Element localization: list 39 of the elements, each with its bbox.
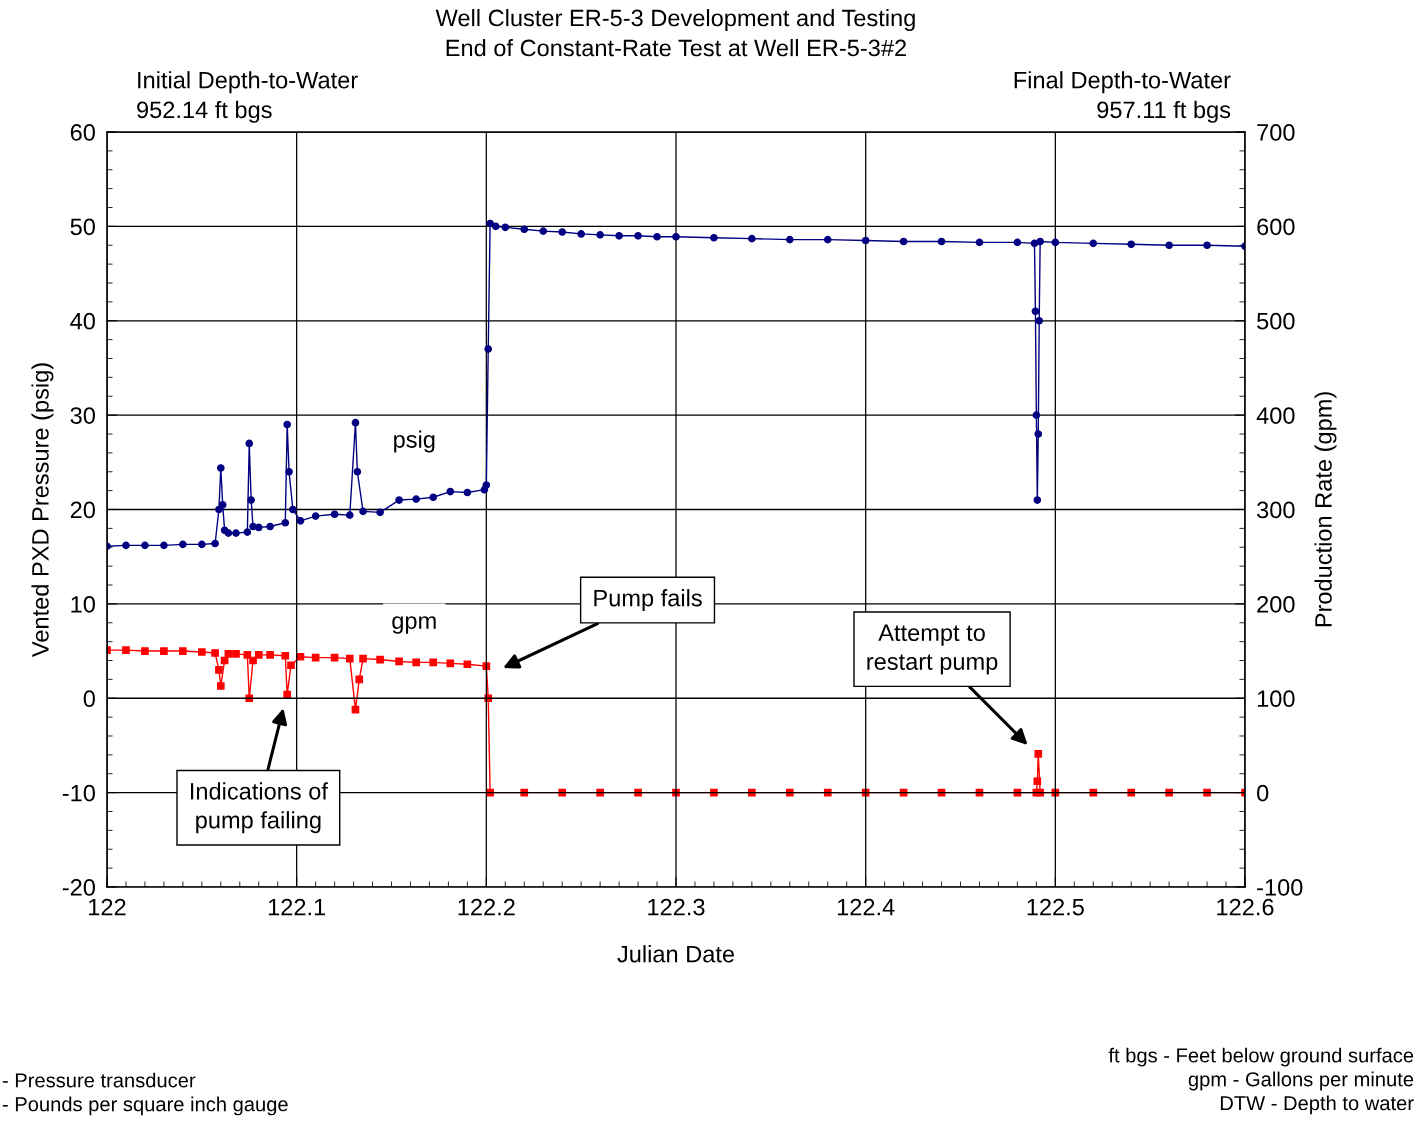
y-tick-label: 20 xyxy=(70,501,95,519)
y2-axis-title: Production Rate (gpm) xyxy=(1314,392,1337,627)
x-tick-label: 122.4 xyxy=(837,898,895,916)
text: - Pressure transducer - Pounds per square inch gauge xyxy=(2,1072,288,1116)
annotation: Indications of pump failing xyxy=(190,782,328,834)
x-tick-label: 122.5 xyxy=(1027,898,1084,916)
y2-tick-label: 600 xyxy=(1257,218,1295,236)
x-tick-label: 122 xyxy=(89,898,126,916)
chart-title: Well Cluster ER-5-3 Development and Testing xyxy=(435,9,915,32)
text: Initial Depth-to-Water 952.14 ft bgs xyxy=(137,71,358,123)
y2-tick-label: -100 xyxy=(1257,879,1303,896)
y-tick-label: 30 xyxy=(70,407,95,424)
x-tick-label: 122.2 xyxy=(458,898,515,916)
y-axis-title: Vented PXD Pressure (psig) xyxy=(31,363,54,658)
y-tick-label: 40 xyxy=(70,312,95,330)
y-tick-label: 10 xyxy=(71,595,95,613)
series-label: psig xyxy=(394,430,435,453)
x-tick-label: 122.1 xyxy=(268,898,326,916)
annotation: Attempt to restart pump xyxy=(867,624,998,675)
y2-tick-label: 200 xyxy=(1257,595,1295,613)
annotation: Pump fails xyxy=(594,589,702,612)
text: ft bgs - Feet below ground surface gpm - Gallons per minute DTW - Depth to water xyxy=(1108,1047,1414,1115)
y2-tick-label: 400 xyxy=(1256,407,1295,424)
y-tick-label: -20 xyxy=(62,879,95,896)
y2-tick-label: 300 xyxy=(1257,501,1295,519)
y-tick-label: 50 xyxy=(70,218,95,236)
x-tick-label: 122.3 xyxy=(648,898,705,916)
text: Final Depth-to-Water 957.11 ft bgs xyxy=(1014,71,1231,123)
y-tick-label: 60 xyxy=(70,124,95,141)
y2-tick-label: 700 xyxy=(1257,124,1295,141)
y2-tick-label: 100 xyxy=(1257,690,1295,708)
chart-subtitle: End of Constant-Rate Test at Well ER-5-3#2 xyxy=(446,39,906,57)
y2-tick-label: 0 xyxy=(1257,784,1269,802)
y-tick-label: -10 xyxy=(62,784,95,802)
x-axis-title: Julian Date xyxy=(617,945,735,963)
y2-tick-label: 500 xyxy=(1257,312,1295,330)
y-tick-label: 0 xyxy=(83,690,95,708)
series-label: gpm xyxy=(392,616,436,634)
x-tick-label: 122.6 xyxy=(1217,898,1274,916)
